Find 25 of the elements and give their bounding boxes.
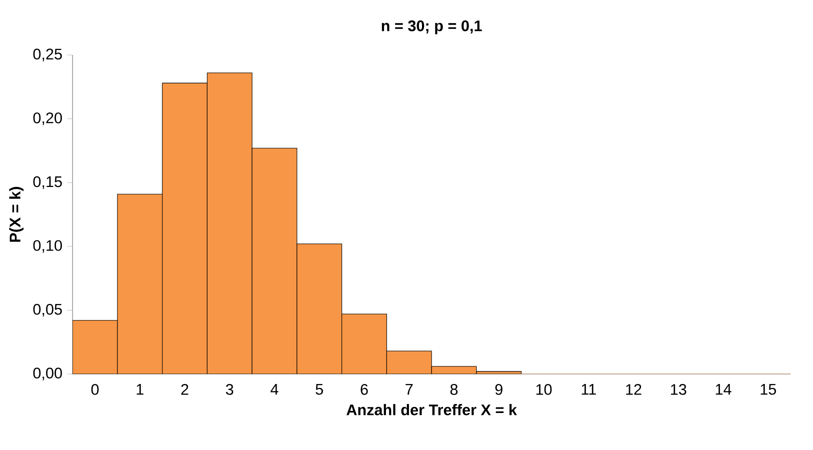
x-tick-label: 6 (360, 384, 368, 395)
y-tick-label: 0,05 (33, 304, 62, 317)
x-tick-label: 2 (181, 384, 188, 395)
x-tick-label: 9 (495, 384, 502, 395)
x-tick-label: 15 (760, 384, 776, 395)
y-tick-label: 0,15 (33, 176, 62, 189)
x-tick-label: 5 (316, 384, 323, 395)
x-tick-label: 12 (626, 384, 642, 395)
x-tick-label: 3 (226, 384, 234, 395)
x-tick-label: 0 (91, 384, 99, 395)
y-tick-label: 0,20 (33, 112, 62, 126)
y-axis-title: P(X = k) (9, 186, 24, 242)
x-tick-label: 10 (536, 384, 552, 395)
y-tick-label: 0,10 (33, 240, 62, 253)
y-tick-label: 0,25 (33, 48, 62, 62)
x-tick-label: 11 (582, 384, 596, 395)
x-tick-label: 14 (716, 384, 732, 395)
chart-title: n = 30; p = 0,1 (382, 20, 482, 34)
x-tick-label: 8 (450, 384, 458, 395)
x-tick-label: 1 (136, 384, 144, 395)
x-tick-label: 13 (671, 384, 686, 395)
x-axis-title: Anzahl der Treffer X = k (346, 404, 517, 416)
y-tick-label: 0,00 (33, 368, 62, 380)
x-tick-label: 4 (270, 384, 278, 395)
x-tick-label: 7 (406, 384, 413, 395)
